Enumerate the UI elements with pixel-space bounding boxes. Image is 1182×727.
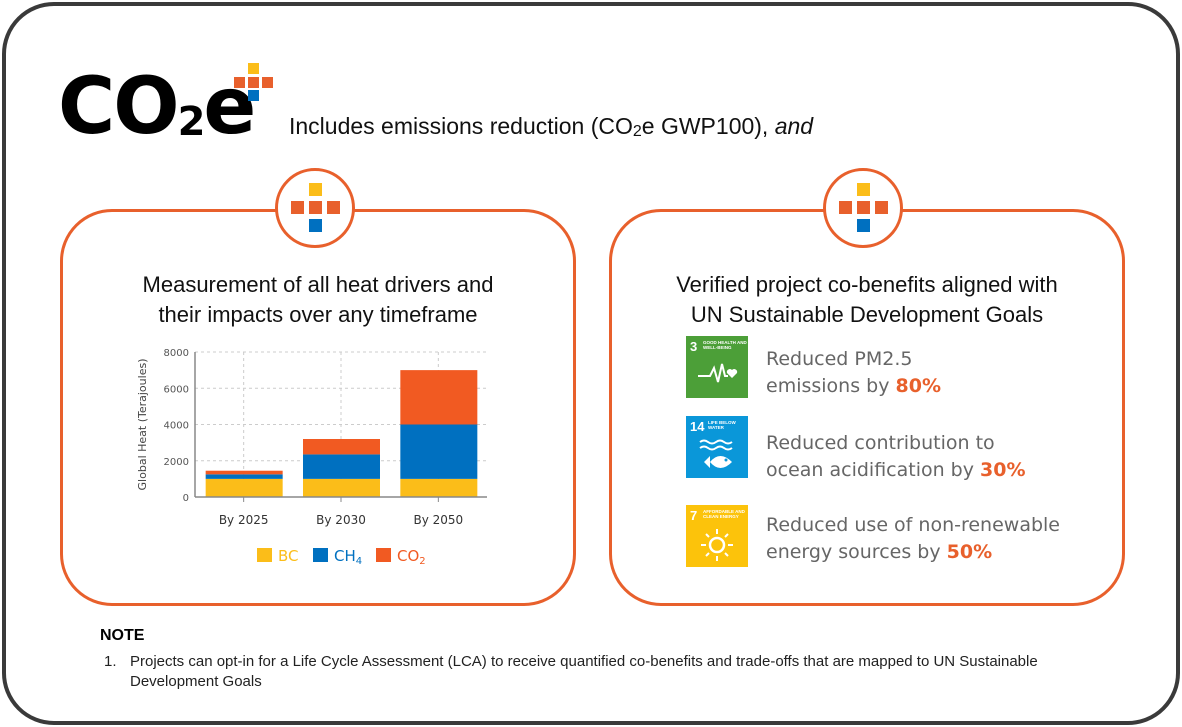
panel-title: Verified project co-benefits aligned wit… bbox=[676, 272, 1058, 327]
y-axis-label: Global Heat (Terajoules) bbox=[136, 359, 149, 491]
y-tick-label: 0 bbox=[183, 493, 189, 504]
x-tick-label: By 2025 bbox=[219, 513, 269, 527]
legend-swatch bbox=[257, 548, 272, 562]
bar-segment-bc bbox=[400, 478, 478, 497]
bar-segment-bc bbox=[303, 478, 380, 497]
bar-segment-co2 bbox=[303, 439, 380, 455]
bar-segment-ch4 bbox=[205, 474, 283, 479]
bar-segment-co2 bbox=[205, 470, 283, 475]
bar-segment-ch4 bbox=[303, 454, 380, 479]
bar-segment-bc bbox=[205, 478, 283, 497]
stacked-bar-chart: 0 2000 4000 6000 8000 By 2025 By 2030 By 2050 Gl… bbox=[136, 348, 487, 567]
y-tick-label: 2000 bbox=[164, 457, 189, 468]
bar-segment-co2 bbox=[400, 370, 478, 425]
y-tick-label: 6000 bbox=[164, 384, 189, 395]
cross-badge-icon bbox=[823, 168, 903, 248]
sdg-3-icon: 3 GOOD HEALTH AND WELL-BEING bbox=[686, 336, 748, 398]
sdg-14-icon: 14 LIFE BELOW WATER bbox=[686, 416, 748, 478]
legend-swatch bbox=[376, 548, 391, 562]
sdg-7-icon: 7 AFFORDABLE AND CLEAN ENERGY bbox=[686, 505, 748, 567]
legend-label: CH4 bbox=[334, 547, 362, 567]
x-tick-label: By 2050 bbox=[413, 513, 463, 527]
panel-title: Measurement of all heat drivers and their… bbox=[142, 272, 494, 327]
co2e-logo: CO2e bbox=[58, 62, 256, 152]
y-tick-label: 8000 bbox=[164, 348, 189, 359]
bar-segment-ch4 bbox=[400, 424, 478, 479]
sdg-benefit-ocean: Reduced contribution to ocean acidificati… bbox=[766, 432, 1026, 481]
note-heading: NOTE bbox=[100, 627, 145, 644]
cross-badge-icon bbox=[275, 168, 355, 248]
heat-drivers-panel: Measurement of all heat drivers and their… bbox=[60, 209, 576, 606]
x-tick-label: By 2030 bbox=[316, 513, 366, 527]
sdg-benefit-health: Reduced PM2.5 emissions by 80% bbox=[766, 348, 941, 397]
sdg-benefit-energy: Reduced use of non-renewable energy sourc… bbox=[766, 514, 1060, 563]
legend-label: BC bbox=[278, 547, 299, 565]
co-benefits-panel: Verified project co-benefits aligned wit… bbox=[609, 209, 1125, 606]
note-item: 1. Projects can opt-in for a Life Cycle A… bbox=[104, 653, 1038, 690]
legend-swatch bbox=[313, 548, 328, 562]
legend-label: CO2 bbox=[397, 547, 426, 567]
intro-text: Includes emissions reduction (CO2e GWP10… bbox=[289, 113, 814, 140]
y-tick-label: 4000 bbox=[164, 421, 189, 432]
